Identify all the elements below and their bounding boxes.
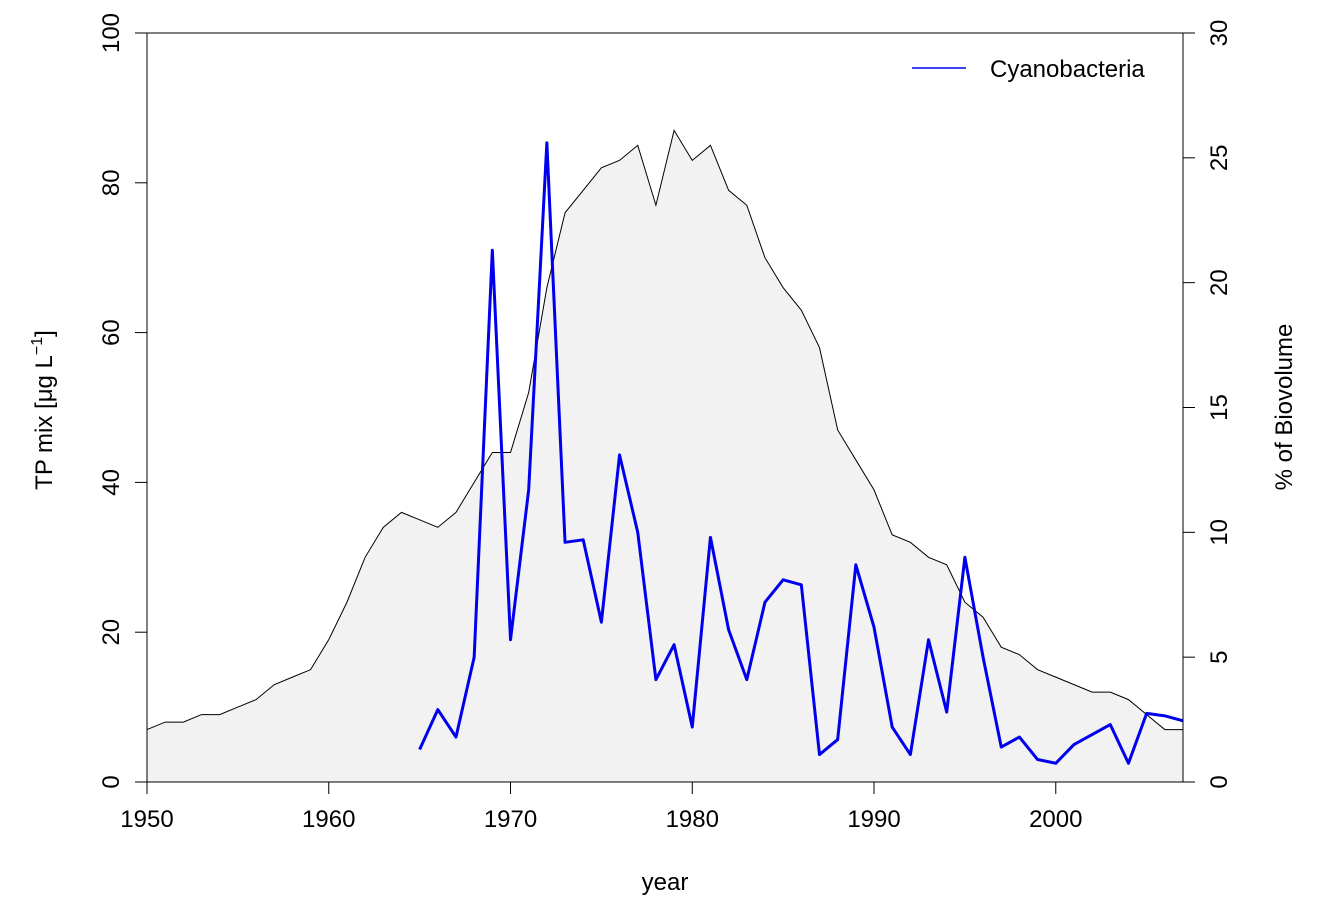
y-right-tick-label: 10 <box>1206 519 1233 546</box>
y-axis-right-title: % of Biovolume <box>1271 324 1298 491</box>
cyanobacteria-line <box>418 141 1184 765</box>
legend-label: Cyanobacteria <box>990 56 1145 83</box>
legend: Cyanobacteria <box>912 56 1145 83</box>
y-left-tick-label: 40 <box>98 469 125 496</box>
x-tick-label: 2000 <box>1029 806 1082 833</box>
x-axis: 1950 1960 1970 1980 1990 2000 <box>120 782 1082 833</box>
tp-area <box>147 130 1183 782</box>
y-axis-right: 0 5 10 15 20 25 30 <box>1183 20 1233 789</box>
x-tick-label: 1970 <box>484 806 537 833</box>
x-tick-label: 1980 <box>666 806 719 833</box>
y-right-tick-label: 0 <box>1206 775 1233 788</box>
y-right-tick-label: 5 <box>1206 650 1233 663</box>
x-tick-label: 1960 <box>302 806 355 833</box>
x-tick-label: 1990 <box>847 806 900 833</box>
y-axis-left-title-superscript: −1 <box>29 337 46 355</box>
y-right-tick-label: 25 <box>1206 144 1233 171</box>
tp-line <box>146 129 1183 731</box>
y-right-tick-label: 20 <box>1206 269 1233 296</box>
y-left-tick-label: 0 <box>98 775 125 788</box>
x-axis-title: year <box>642 869 689 896</box>
y-left-tick-label: 60 <box>98 319 125 346</box>
y-right-tick-label: 15 <box>1206 394 1233 421</box>
y-left-tick-label: 100 <box>98 13 125 53</box>
y-left-tick-label: 20 <box>98 619 125 646</box>
y-right-tick-label: 30 <box>1206 20 1233 47</box>
y-axis-left-title: TP mix [μg L−1] <box>29 330 58 490</box>
x-tick-label: 1950 <box>120 806 173 833</box>
y-axis-left: 0 20 40 60 80 100 <box>98 13 147 789</box>
y-left-tick-label: 80 <box>98 169 125 196</box>
